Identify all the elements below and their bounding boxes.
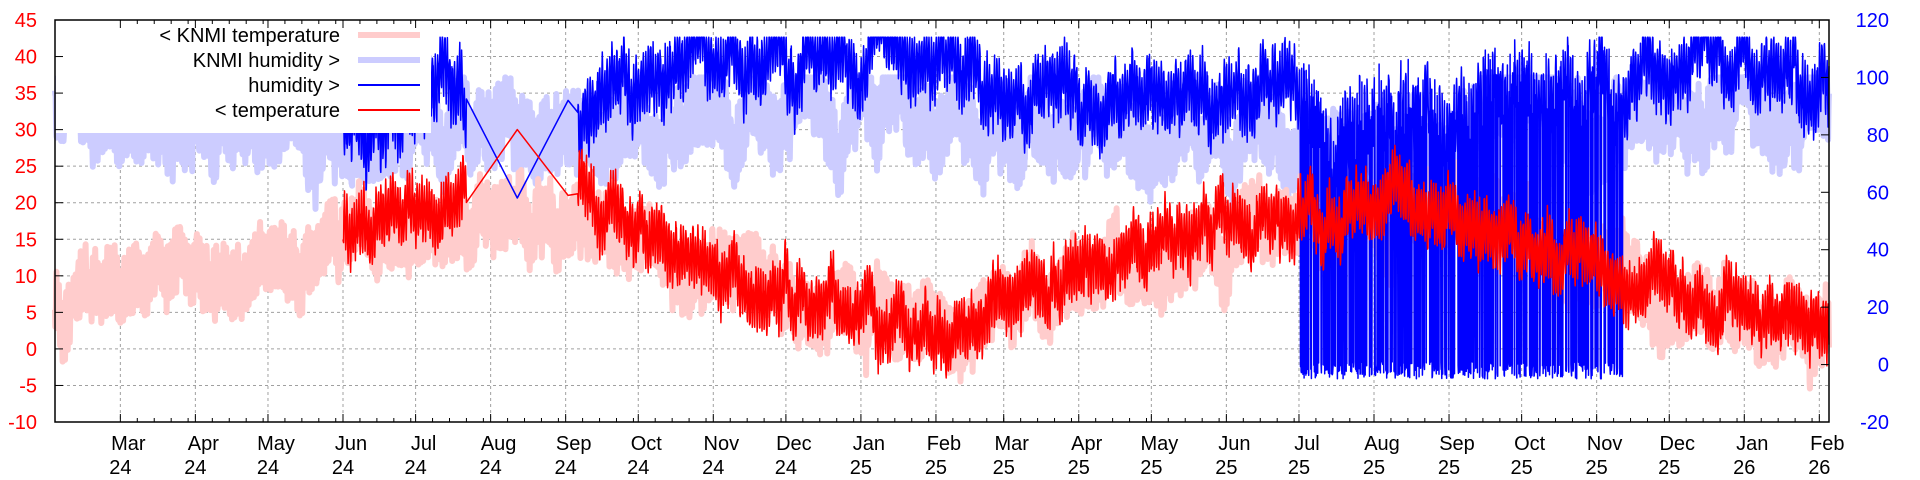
y-left-tick-label: -10 [8, 412, 37, 434]
x-tick-year: 25 [1363, 457, 1385, 479]
y-right-tick-label: 80 [1867, 125, 1889, 147]
x-tick-year: 26 [1808, 457, 1830, 479]
x-tick-year: 25 [1140, 457, 1162, 479]
x-tick-month: Feb [1810, 433, 1844, 455]
x-tick-year: 24 [332, 457, 354, 479]
x-tick-year: 24 [702, 457, 724, 479]
y-left-tick-label: 5 [26, 302, 37, 324]
series-line-temperature [342, 128, 1830, 379]
x-tick-year: 24 [109, 457, 131, 479]
y-right-tick-label: -20 [1860, 412, 1889, 434]
x-tick-month: Jun [335, 433, 367, 455]
y-left-tick-label: 45 [15, 10, 37, 32]
y-left-tick-label: 10 [15, 266, 37, 288]
x-tick-month: Jan [853, 433, 885, 455]
y-right-tick-label: 60 [1867, 182, 1889, 204]
x-tick-month: Jan [1736, 433, 1768, 455]
x-tick-year: 26 [1733, 457, 1755, 479]
x-tick-month: Sep [1439, 433, 1475, 455]
series-layer [52, 36, 1832, 392]
plot-frame [54, 19, 1830, 423]
x-tick-month: Feb [927, 433, 961, 455]
y-right-tick-label: 20 [1867, 297, 1889, 319]
x-tick-month: Nov [704, 433, 740, 455]
x-tick-year: 24 [775, 457, 797, 479]
legend-box [56, 21, 431, 133]
x-tick-month: Sep [556, 433, 592, 455]
x-tick-month: Oct [631, 433, 663, 455]
x-tick-year: 25 [993, 457, 1015, 479]
x-tick-year: 25 [1658, 457, 1680, 479]
x-tick-year: 24 [257, 457, 279, 479]
series-line-humidity [342, 36, 1830, 380]
x-tick-year: 24 [480, 457, 502, 479]
legend: < KNMI temperature KNMI humidity > humidit… [56, 21, 431, 133]
y-right-tick-label: 100 [1856, 67, 1889, 89]
x-tick-month: Dec [776, 433, 812, 455]
y-left-tick-label: -5 [19, 375, 37, 397]
x-tick-year: 25 [1288, 457, 1310, 479]
x-tick-year: 25 [1438, 457, 1460, 479]
legend-label: KNMI humidity > [193, 50, 340, 72]
y-left-tick-label: 25 [15, 156, 37, 178]
y-right-tick-label: 0 [1878, 355, 1889, 377]
x-tick-year: 24 [627, 457, 649, 479]
y-right-tick-label: 120 [1856, 10, 1889, 32]
x-tick-month: May [1140, 433, 1178, 455]
x-tick-month: Mar [111, 433, 146, 455]
x-tick-month: Aug [481, 433, 517, 455]
x-tick-month: Nov [1587, 433, 1623, 455]
y-left-tick-label: 0 [26, 339, 37, 361]
x-tick-year: 25 [1068, 457, 1090, 479]
legend-label: < temperature [215, 100, 340, 122]
y-left-tick-label: 40 [15, 47, 37, 69]
x-tick-year: 24 [555, 457, 577, 479]
x-tick-month: Jun [1218, 433, 1250, 455]
x-tick-month: Jul [411, 433, 437, 455]
y-left-tick-label: 30 [15, 120, 37, 142]
x-tick-year: 25 [925, 457, 947, 479]
x-tick-year: 25 [1511, 457, 1533, 479]
x-tick-year: 25 [1586, 457, 1608, 479]
x-tick-month: Apr [188, 433, 219, 455]
y-left-tick-label: 20 [15, 193, 37, 215]
x-tick-month: Mar [994, 433, 1029, 455]
x-tick-month: Aug [1364, 433, 1400, 455]
x-tick-year: 24 [184, 457, 206, 479]
x-tick-month: May [257, 433, 295, 455]
x-tick-month: Oct [1514, 433, 1546, 455]
x-tick-year: 25 [1215, 457, 1237, 479]
y-left-tick-label: 35 [15, 83, 37, 105]
x-tick-month: Jul [1294, 433, 1320, 455]
x-tick-month: Dec [1659, 433, 1695, 455]
x-tick-month: Apr [1071, 433, 1102, 455]
y-right-tick-label: 40 [1867, 240, 1889, 262]
x-tick-year: 25 [850, 457, 872, 479]
y-left-tick-label: 15 [15, 229, 37, 251]
legend-label: < KNMI temperature [159, 25, 340, 47]
axes: -10 -5 0 5 10 15 20 25 30 35 40 45 -20 0 20 40 60 80 100 12… [8, 10, 1889, 479]
x-tick-year: 24 [404, 457, 426, 479]
legend-label: humidity > [248, 75, 340, 97]
